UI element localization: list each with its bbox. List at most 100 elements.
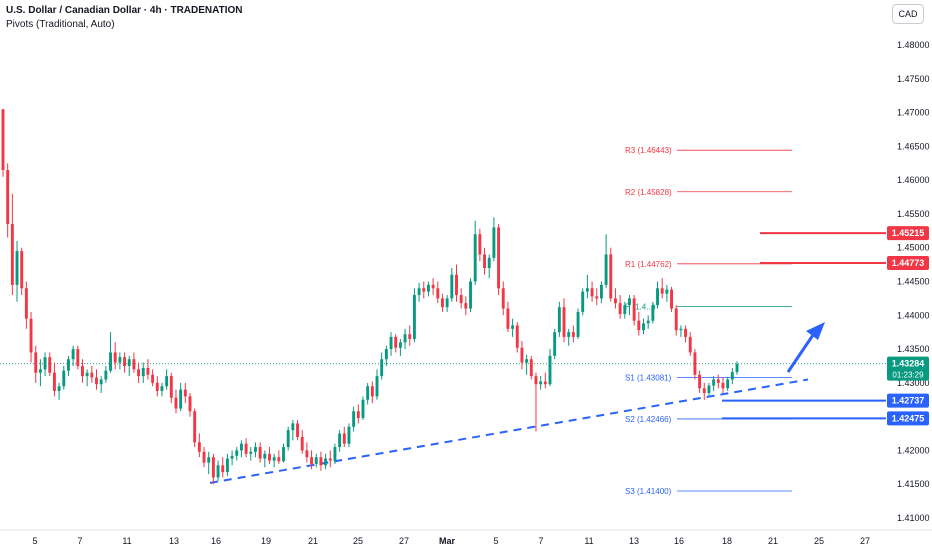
price-tag-label: 1.45215 xyxy=(892,228,925,238)
candle xyxy=(99,376,103,393)
candle xyxy=(436,281,440,304)
candle-body xyxy=(366,386,370,400)
candle-body xyxy=(207,457,211,463)
candle-body xyxy=(67,359,70,371)
candle xyxy=(324,453,328,470)
candle-body xyxy=(576,311,580,337)
candle xyxy=(525,354,529,375)
candle xyxy=(389,332,393,356)
candle xyxy=(497,224,501,296)
candle xyxy=(417,282,421,302)
y-tick-label: 1.47500 xyxy=(897,74,930,84)
candle-body xyxy=(1,109,5,171)
candle xyxy=(380,352,384,380)
candle xyxy=(660,278,664,299)
symbol-title[interactable]: U.S. Dollar / Canadian Dollar · 4h · TRA… xyxy=(6,5,243,16)
candle xyxy=(642,318,645,335)
candle-body xyxy=(628,298,631,306)
candle-body xyxy=(501,288,505,309)
level-lines xyxy=(0,232,886,420)
candle-body xyxy=(244,443,248,454)
candle xyxy=(426,281,430,297)
candle-body xyxy=(113,352,117,363)
candle-body xyxy=(646,320,650,324)
candle-body xyxy=(99,379,103,385)
candle xyxy=(735,361,739,375)
candle xyxy=(688,332,692,356)
candle xyxy=(590,281,594,302)
y-tick-label: 1.45000 xyxy=(897,243,930,253)
candle-body xyxy=(604,254,608,285)
candle-body xyxy=(412,295,416,339)
candle-body xyxy=(623,305,627,314)
candle-body xyxy=(581,291,585,312)
candle-body xyxy=(90,372,94,378)
candle-body xyxy=(478,234,482,255)
candle xyxy=(599,281,603,304)
candle xyxy=(553,328,557,360)
candle-body xyxy=(249,451,253,454)
pivot-label-s2: S2 (1.42466) xyxy=(625,415,672,424)
candle-body xyxy=(599,284,603,299)
currency-badge[interactable]: CAD xyxy=(892,4,924,24)
candle xyxy=(123,352,127,373)
candle-body xyxy=(20,251,24,289)
candle-body xyxy=(698,374,702,389)
candle-body xyxy=(48,357,52,373)
candle-body xyxy=(487,257,491,268)
y-tick-label: 1.48000 xyxy=(897,40,930,50)
candle xyxy=(207,451,211,475)
candle xyxy=(174,389,178,414)
candle-body xyxy=(511,325,515,329)
candle-body xyxy=(497,227,501,289)
candle xyxy=(202,447,206,468)
candle xyxy=(34,345,38,383)
arrow-head xyxy=(806,322,825,340)
candle xyxy=(225,453,229,477)
candle-body xyxy=(193,411,197,443)
candle xyxy=(651,301,655,324)
candle xyxy=(43,352,47,377)
candle xyxy=(585,274,589,299)
candle-body xyxy=(450,274,454,299)
candle xyxy=(95,369,98,390)
candle-body xyxy=(169,376,173,398)
y-tick-label: 1.46000 xyxy=(897,175,930,185)
candle-body xyxy=(515,325,519,348)
indicator-label[interactable]: Pivots (Traditional, Auto) xyxy=(6,19,115,30)
trendline xyxy=(209,378,809,484)
candle xyxy=(637,311,641,336)
candle-body xyxy=(473,234,477,282)
arrow-group xyxy=(786,322,825,373)
price-tag-label: 1.44773 xyxy=(892,258,925,268)
candle xyxy=(557,301,561,337)
candle-body xyxy=(548,355,552,385)
candle-body xyxy=(712,379,716,386)
candle xyxy=(211,453,215,485)
candle xyxy=(193,408,197,448)
candle-body xyxy=(464,303,468,309)
candle xyxy=(57,382,61,400)
y-axis[interactable]: 1.48000 1.47500 1.47000 1.46500 1.46000 1.455… xyxy=(897,40,930,523)
candle-body xyxy=(81,365,84,377)
y-tick-label: 1.43000 xyxy=(897,378,930,388)
candle-body xyxy=(85,372,89,377)
candle-body xyxy=(539,381,543,385)
candle xyxy=(562,298,566,343)
candle-body xyxy=(441,298,444,308)
current-price-label: 1.43284 xyxy=(892,359,925,369)
candle xyxy=(632,295,636,326)
candle-body xyxy=(585,288,589,292)
candle-body xyxy=(590,288,594,297)
candle xyxy=(492,217,496,262)
candle xyxy=(258,442,262,463)
candle-body xyxy=(62,370,66,387)
candle-body xyxy=(380,359,384,377)
candle xyxy=(646,315,650,329)
candle xyxy=(230,450,234,466)
candle-body xyxy=(38,369,42,373)
x-axis[interactable]: 5 7 11 13 16 19 21 25 27 Mar 5 7 11 13 16 18 21 25 27 xyxy=(32,536,870,546)
x-tick-label: 7 xyxy=(77,536,82,546)
candle xyxy=(398,338,402,356)
